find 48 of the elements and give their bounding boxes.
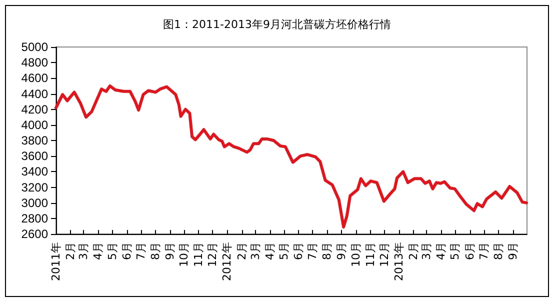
x-tick-label: 3月 (248, 242, 262, 260)
chart-title: 图1：2011-2013年9月河北普碳方坯价格行情 (163, 18, 391, 31)
x-tick-label: 2月 (235, 242, 248, 260)
y-tick-label: 4200 (21, 102, 48, 116)
x-tick-label: 7月 (306, 242, 320, 260)
x-tick-label: 9月 (506, 242, 520, 260)
x-tick-label: 3月 (77, 242, 90, 260)
x-tick-label: 6月 (292, 242, 306, 260)
x-tick-label: 8月 (320, 242, 334, 260)
x-tick-label: 12月 (206, 242, 220, 267)
x-tick-label: 9月 (335, 242, 348, 260)
x-tick-label: 7月 (477, 242, 490, 260)
x-tick-label: 5月 (448, 242, 462, 260)
x-tick-label: 4月 (434, 242, 448, 260)
x-tick-label: 2011年 (50, 242, 62, 281)
x-tick-label: 5月 (106, 242, 119, 260)
y-tick-label: 4800 (21, 56, 48, 70)
x-tick-label: 11月 (364, 242, 377, 267)
x-tick-label: 6月 (120, 242, 134, 260)
y-tick-label: 3400 (21, 164, 48, 179)
y-tick-label: 3600 (21, 149, 48, 164)
y-tick-label: 4000 (21, 118, 48, 132)
y-tick-label: 2800 (21, 211, 48, 226)
x-tick-label: 2012年 (220, 242, 234, 281)
x-tick-label: 12月 (378, 242, 391, 267)
x-tick-label: 5月 (277, 242, 290, 260)
x-tick-label: 3月 (420, 242, 434, 260)
x-tick-label: 10月 (178, 242, 191, 267)
x-tick-label: 10月 (349, 242, 362, 267)
y-tick-label: 3200 (21, 180, 48, 194)
x-tick-label: 6月 (463, 242, 476, 260)
x-tick-label: 2月 (406, 242, 420, 260)
x-tick-label: 7月 (134, 242, 148, 260)
y-tick-label: 5000 (21, 40, 48, 54)
line-series (54, 84, 528, 228)
x-tick-label: 2月 (64, 242, 78, 260)
x-tick-label: 11月 (192, 242, 206, 267)
y-tick-label: 4600 (21, 71, 48, 86)
y-tick-label: 4400 (21, 86, 48, 101)
x-tick-label: 4月 (92, 242, 105, 260)
y-tick-label: 2600 (21, 227, 48, 241)
x-tick-label: 8月 (492, 242, 505, 260)
x-tick-label: 4月 (263, 242, 276, 260)
x-tick-label: 8月 (148, 242, 162, 260)
x-tick-label: 9月 (163, 242, 176, 260)
y-tick-label: 3000 (21, 196, 48, 210)
y-tick-label: 3800 (21, 134, 48, 148)
x-tick-label: 2013年 (392, 242, 406, 281)
